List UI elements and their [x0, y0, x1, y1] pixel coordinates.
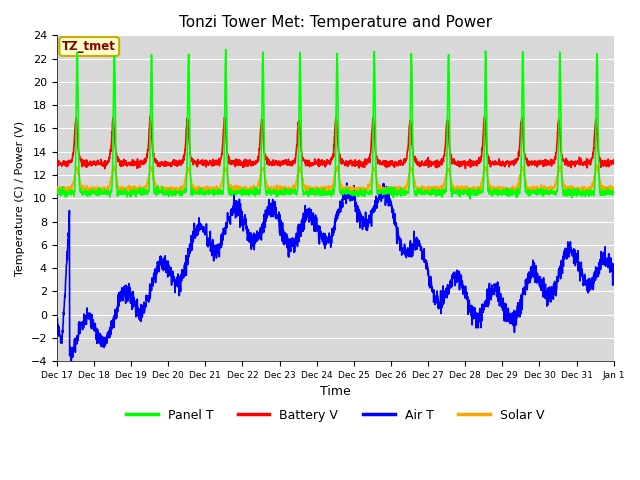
- Legend: Panel T, Battery V, Air T, Solar V: Panel T, Battery V, Air T, Solar V: [122, 404, 549, 427]
- Text: TZ_tmet: TZ_tmet: [62, 40, 116, 53]
- X-axis label: Time: Time: [320, 385, 351, 398]
- Y-axis label: Temperature (C) / Power (V): Temperature (C) / Power (V): [15, 120, 25, 276]
- Title: Tonzi Tower Met: Temperature and Power: Tonzi Tower Met: Temperature and Power: [179, 15, 492, 30]
